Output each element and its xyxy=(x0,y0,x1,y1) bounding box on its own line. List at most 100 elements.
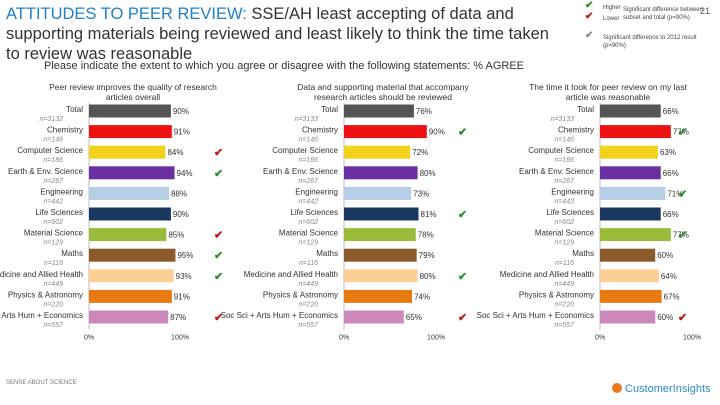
bar-2-2 xyxy=(344,125,427,139)
bar-3-5 xyxy=(600,186,666,200)
category-label-2-4: Earth & Env. Science xyxy=(263,167,339,176)
bar-label-3-5: 71% xyxy=(667,189,683,198)
category-n-1-8: n=116 xyxy=(44,260,63,267)
bar-label-2-5: 73% xyxy=(413,189,429,198)
chart-title-2: Data and supporting material that accomp… xyxy=(297,82,469,102)
legend-lower-label: Lower xyxy=(603,16,620,22)
category-n-3-8: n=116 xyxy=(555,260,574,267)
significance-higher-icon: ✔ xyxy=(214,271,223,283)
bar-1-8 xyxy=(89,248,176,262)
footer-brand: CustomerInsights xyxy=(612,383,711,395)
bar-3-2 xyxy=(600,125,671,139)
category-n-1-7: n=129 xyxy=(43,240,63,247)
bar-label-1-3: 84% xyxy=(167,148,183,157)
category-label-1-9: Medicine and Allied Health xyxy=(0,270,83,279)
category-n-2-6: n=602 xyxy=(298,219,318,226)
bar-label-1-9: 93% xyxy=(176,272,192,281)
bar-label-2-11: 65% xyxy=(406,313,422,322)
bar-2-1 xyxy=(344,104,414,118)
brand-logo-icon xyxy=(612,383,622,393)
category-label-2-5: Engineering xyxy=(295,187,338,196)
bar-label-3-11: 60% xyxy=(657,313,673,322)
bar-1-6 xyxy=(89,207,171,221)
category-label-3-10: Physics & Astronomy xyxy=(519,290,594,299)
category-label-1-5: Engineering xyxy=(40,187,83,196)
question-subtitle: Please indicate the extent to which you … xyxy=(44,60,524,72)
bar-label-2-1: 76% xyxy=(416,107,432,116)
higher-check-icon: ✔ xyxy=(585,0,594,11)
bar-1-10 xyxy=(89,289,172,303)
category-n-3-2: n=146 xyxy=(554,137,574,144)
brand-name: CustomerInsights xyxy=(625,383,711,395)
category-label-3-11: Soc Sci + Arts Hum + Economics xyxy=(477,311,594,320)
significance-higher-icon: ✔ xyxy=(458,209,467,221)
bar-label-1-7: 85% xyxy=(168,231,184,240)
category-n-3-7: n=129 xyxy=(554,240,574,247)
category-n-1-10: n=220 xyxy=(43,301,63,308)
category-label-3-5: Engineering xyxy=(551,187,594,196)
bar-label-2-7: 78% xyxy=(418,231,434,240)
bar-3-7 xyxy=(600,228,671,242)
bar-1-11 xyxy=(89,310,169,324)
category-label-1-2: Chemistry xyxy=(47,126,83,135)
bar-1-3 xyxy=(89,145,166,159)
bar-label-1-1: 90% xyxy=(173,107,189,116)
category-n-2-5: n=442 xyxy=(298,198,318,205)
category-label-1-4: Earth & Env. Science xyxy=(8,167,84,176)
category-n-1-2: n=146 xyxy=(43,137,63,144)
bar-label-1-5: 88% xyxy=(171,189,187,198)
bar-2-6 xyxy=(344,207,419,221)
bar-label-2-10: 74% xyxy=(414,292,430,301)
category-n-2-7: n=129 xyxy=(298,240,318,247)
category-n-2-10: n=220 xyxy=(298,301,318,308)
page-number: 21 xyxy=(700,6,711,16)
bar-1-7 xyxy=(89,228,167,242)
bar-label-1-11: 87% xyxy=(170,313,186,322)
bar-1-4 xyxy=(89,166,175,180)
category-label-3-9: Medicine and Allied Health xyxy=(500,270,594,279)
category-n-1-3: n=186 xyxy=(43,157,63,164)
bar-label-2-8: 79% xyxy=(419,251,435,260)
footer-logo-text: SENSE ABOUT SCIENCE xyxy=(6,380,77,386)
category-label-1-11: Soc Sci + Arts Hum + Economics xyxy=(0,311,83,320)
category-label-3-3: Computer Science xyxy=(528,146,594,155)
bar-2-10 xyxy=(344,289,413,303)
bar-label-3-7: 77% xyxy=(673,231,689,240)
category-n-2-11: n=557 xyxy=(298,322,319,329)
bar-3-3 xyxy=(600,145,658,159)
category-n-2-9: n=449 xyxy=(298,281,318,288)
x-tick-0-1: 0% xyxy=(84,334,94,341)
bar-1-5 xyxy=(89,186,170,200)
bar-3-6 xyxy=(600,207,661,221)
category-label-2-9: Medicine and Allied Health xyxy=(244,270,338,279)
significance-lower-icon: ✔ xyxy=(214,147,223,159)
category-label-2-7: Material Science xyxy=(279,229,339,238)
bar-2-11 xyxy=(344,310,404,324)
bar-2-9 xyxy=(344,269,418,283)
significance-lower-icon: ✔ xyxy=(214,230,223,242)
category-label-3-1: Total xyxy=(577,105,594,114)
significance-lower-icon: ✔ xyxy=(458,312,467,324)
bar-label-1-10: 91% xyxy=(174,292,190,301)
bar-3-4 xyxy=(600,166,661,180)
category-n-2-2: n=146 xyxy=(298,137,318,144)
vs2012-check-icon: ✔ xyxy=(585,30,594,41)
bar-3-9 xyxy=(600,269,659,283)
category-n-3-11: n=557 xyxy=(554,322,575,329)
bar-label-3-3: 63% xyxy=(660,148,676,157)
category-n-1-9: n=449 xyxy=(43,281,63,288)
category-label-2-2: Chemistry xyxy=(302,126,338,135)
category-n-3-3: n=186 xyxy=(554,157,574,164)
category-n-3-1: n=3133 xyxy=(550,116,574,123)
bar-3-8 xyxy=(600,248,656,262)
bar-label-2-9: 80% xyxy=(420,272,436,281)
bar-3-11 xyxy=(600,310,656,324)
category-label-2-8: Maths xyxy=(316,249,338,258)
category-n-3-9: n=449 xyxy=(554,281,574,288)
significance-higher-icon: ✔ xyxy=(214,250,223,262)
category-label-1-6: Life Sciences xyxy=(35,208,83,217)
category-label-3-8: Maths xyxy=(572,249,594,258)
page-title: ATTITUDES TO PEER REVIEW: SSE/AH least a… xyxy=(6,4,566,64)
significance-legend: ✔ Higher ✔ Lower Significant difference … xyxy=(585,0,717,50)
